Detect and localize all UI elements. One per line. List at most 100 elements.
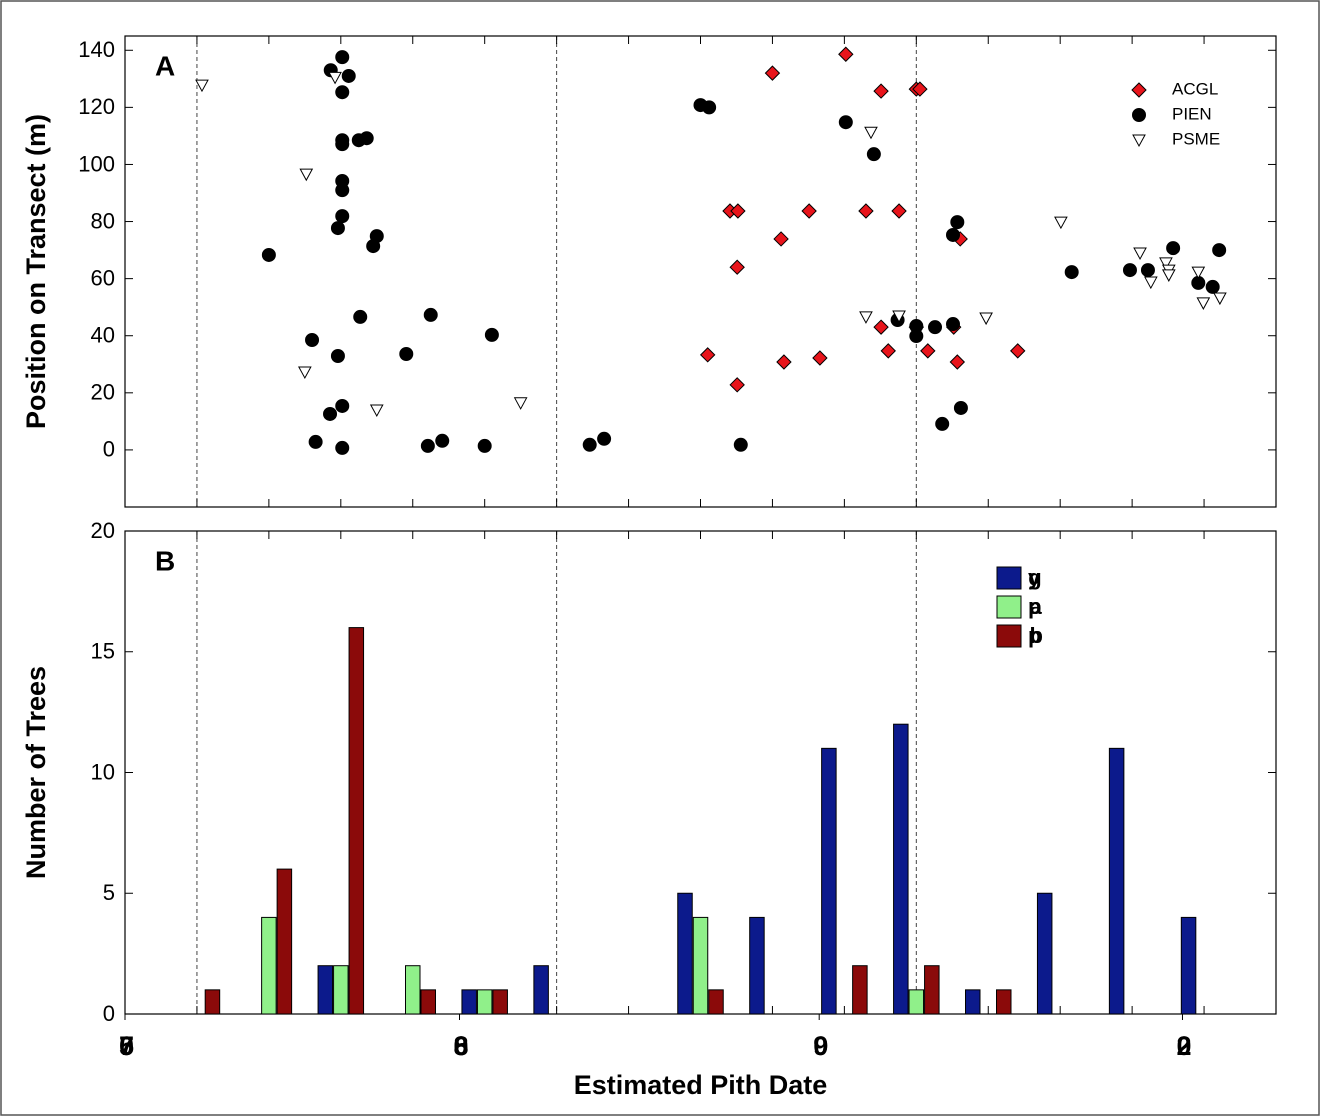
y-tick-label: 100 xyxy=(78,151,115,176)
circle-marker xyxy=(341,68,356,83)
bar xyxy=(276,868,293,1015)
y-axis-label: Position on Transect (m) xyxy=(21,114,51,429)
circle-marker xyxy=(335,183,350,198)
circle-marker xyxy=(308,434,323,449)
circle-marker xyxy=(1166,241,1181,256)
diamond-marker xyxy=(920,343,936,359)
diamond-marker xyxy=(773,231,789,247)
triangle-marker xyxy=(298,366,312,380)
diamond-marker xyxy=(801,203,817,219)
bar xyxy=(533,965,549,1015)
circle-marker xyxy=(423,307,438,322)
diamond-marker xyxy=(838,46,854,62)
circle-marker xyxy=(909,329,924,344)
bar xyxy=(1036,892,1053,1015)
y-tick-label: 140 xyxy=(78,37,115,62)
triangle-marker xyxy=(195,79,209,93)
triangle-marker xyxy=(1143,276,1158,290)
bar xyxy=(420,989,436,1015)
circle-marker xyxy=(323,406,338,421)
circle-marker xyxy=(1205,279,1220,294)
y-tick-label: 120 xyxy=(78,94,115,119)
bar xyxy=(852,965,868,1015)
bar xyxy=(893,723,909,1015)
triangle-marker xyxy=(892,310,906,324)
circle-marker xyxy=(582,437,597,452)
y-axis-label: Number of Trees xyxy=(21,666,51,879)
circle-marker xyxy=(435,433,450,448)
triangle-marker xyxy=(1196,297,1211,310)
y-tick-label: 0 xyxy=(103,1001,115,1026)
y-tick-label: 0 xyxy=(103,437,115,462)
legend-swatch xyxy=(996,624,1022,648)
circle-marker xyxy=(1064,265,1079,280)
circle-marker xyxy=(420,438,435,453)
bar xyxy=(317,965,334,1015)
diamond-marker xyxy=(891,203,907,219)
triangle-marker xyxy=(328,71,342,85)
bar xyxy=(348,627,365,1015)
legend-marker xyxy=(1132,134,1146,148)
bar xyxy=(908,989,925,1015)
triangle-marker xyxy=(1213,292,1227,306)
circle-marker xyxy=(335,398,350,413)
legend-swatch xyxy=(996,566,1022,590)
triangle-marker xyxy=(299,168,314,182)
x-axis-label: Estimated Pith Date xyxy=(574,1070,828,1100)
bar xyxy=(1108,747,1125,1015)
legend-label: PIEN xyxy=(1172,104,1212,123)
bar xyxy=(677,892,693,1015)
circle-marker xyxy=(330,221,345,236)
bar xyxy=(204,989,221,1015)
bar xyxy=(405,965,421,1015)
bar xyxy=(996,989,1012,1015)
diamond-marker xyxy=(873,319,889,335)
circle-marker xyxy=(733,437,748,452)
bar xyxy=(708,989,724,1015)
y-tick-label: 10 xyxy=(91,759,115,784)
y-tick-label: 80 xyxy=(91,208,115,233)
diamond-marker xyxy=(949,354,966,370)
circle-marker xyxy=(946,317,961,332)
bar xyxy=(476,989,493,1015)
legend-marker xyxy=(1131,82,1147,98)
diamond-marker xyxy=(880,343,896,359)
circle-marker xyxy=(261,247,276,262)
circle-marker xyxy=(928,320,943,335)
circle-marker xyxy=(838,115,853,130)
y-tick-label: 5 xyxy=(103,880,115,905)
panel-label: A xyxy=(155,50,175,81)
circle-marker xyxy=(335,50,350,65)
diamond-marker xyxy=(729,259,745,275)
circle-marker xyxy=(866,147,881,162)
y-tick-label: 20 xyxy=(91,380,115,405)
circle-marker xyxy=(366,239,381,254)
diamond-marker xyxy=(699,347,716,363)
circle-marker xyxy=(953,400,968,415)
triangle-marker xyxy=(1133,247,1147,260)
triangle-marker xyxy=(864,126,878,140)
diamond-marker xyxy=(858,203,874,219)
circle-marker xyxy=(477,438,492,453)
circle-marker xyxy=(330,348,345,363)
circle-marker xyxy=(335,137,350,152)
legend-marker xyxy=(1132,108,1146,122)
panel-label: B xyxy=(155,545,175,576)
circle-marker xyxy=(935,416,950,431)
legend-swatch xyxy=(996,595,1022,619)
y-tick-label: 20 xyxy=(91,518,115,543)
bar xyxy=(261,916,277,1015)
circle-marker xyxy=(399,346,414,361)
diamond-marker xyxy=(873,83,889,99)
circle-marker xyxy=(946,227,961,242)
triangle-marker xyxy=(1191,266,1206,280)
bar xyxy=(1180,916,1197,1015)
circle-marker xyxy=(950,215,965,230)
bar xyxy=(333,965,349,1015)
circle-marker xyxy=(597,431,612,446)
circle-marker xyxy=(1212,243,1227,258)
circle-marker xyxy=(484,327,499,342)
circle-marker xyxy=(359,131,374,146)
